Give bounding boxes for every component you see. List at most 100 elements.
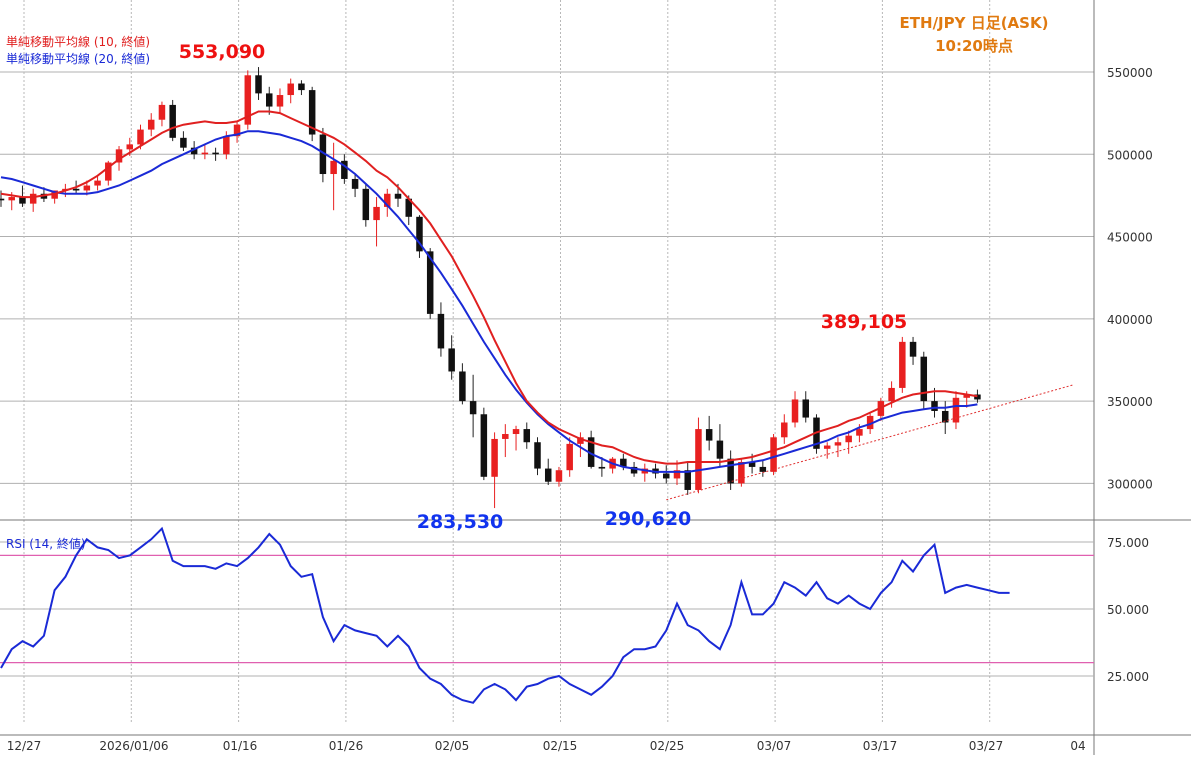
candle-body: [201, 152, 209, 155]
candle-body: [534, 442, 541, 469]
x-tick-label: 12/27: [7, 739, 42, 753]
candle-body: [405, 198, 412, 217]
rsi-y-tick-label: 75.000: [1107, 536, 1149, 550]
candle-body: [169, 104, 176, 138]
candle-body: [823, 445, 831, 449]
candle-body: [72, 188, 80, 191]
candle-body: [598, 466, 606, 469]
candle-body: [727, 458, 734, 484]
candle-body: [330, 160, 337, 175]
candle-body: [577, 437, 584, 444]
rsi-y-tick-label: 25.000: [1107, 670, 1149, 684]
candle-body: [244, 75, 252, 125]
candle-body: [544, 468, 552, 482]
candle-body: [394, 193, 402, 199]
candle-body: [255, 75, 262, 94]
annotation-high-553090: 553,090: [179, 41, 266, 63]
candle-body: [416, 216, 423, 252]
x-tick-label: 03/17: [863, 739, 898, 753]
candle-body: [663, 473, 670, 479]
legend-sma10-label: 単純移動平均線 (10, 終値): [6, 34, 150, 49]
x-tick-label: 02/05: [435, 739, 470, 753]
candle-body: [437, 313, 445, 349]
candle-body: [94, 180, 101, 186]
candle-body: [276, 95, 284, 107]
candle-body: [426, 251, 434, 314]
candle-body: [351, 178, 359, 189]
candle-body: [147, 119, 155, 130]
candle-body: [180, 137, 187, 148]
x-tick-label: 02/25: [650, 739, 685, 753]
candle-body: [738, 461, 745, 484]
candle-body: [888, 387, 895, 402]
candle-body: [448, 348, 455, 372]
y-tick-label: 300000: [1107, 477, 1153, 491]
candle-body: [502, 434, 509, 439]
annotation-low-283530: 283,530: [417, 511, 504, 533]
y-tick-label: 550000: [1107, 66, 1153, 80]
candles-layer: [0, 67, 981, 509]
candle-body: [920, 356, 928, 402]
candle-body: [319, 134, 327, 175]
candle-body: [523, 429, 531, 443]
candle-body: [963, 394, 970, 398]
candle-body: [791, 399, 799, 423]
annotation-high-389105: 389,105: [821, 311, 908, 333]
candle-body: [802, 399, 809, 418]
x-tick-label: 01/26: [329, 739, 364, 753]
annotation-low-290620: 290,620: [605, 508, 692, 530]
candle-body: [555, 470, 563, 482]
candle-body: [620, 458, 627, 467]
candle-body: [941, 410, 949, 423]
candle-body: [705, 429, 713, 441]
candle-body: [266, 93, 273, 107]
y-tick-label: 450000: [1107, 231, 1153, 245]
candle-body: [137, 129, 144, 145]
candle-body: [716, 440, 724, 459]
candle-body: [158, 104, 166, 120]
candle-body: [126, 144, 134, 150]
candle-body: [233, 124, 241, 137]
candle-body: [19, 197, 26, 204]
candle-body: [480, 414, 488, 477]
candle-body: [759, 466, 767, 472]
candle-body: [899, 341, 906, 388]
x-tick-label: 03/07: [757, 739, 792, 753]
candle-body: [105, 162, 112, 181]
y-tick-label: 500000: [1107, 148, 1153, 162]
x-tick-label: 01/16: [223, 739, 258, 753]
candle-body: [115, 149, 123, 163]
candle-body: [491, 438, 498, 477]
x-tick-label: 04: [1070, 739, 1085, 753]
candle-body: [384, 193, 391, 207]
x-tick-label: 2026/01/06: [99, 739, 168, 753]
candle-body: [856, 429, 863, 436]
candle-body: [684, 470, 691, 490]
y-tick-label: 350000: [1107, 395, 1153, 409]
rsi-y-tick-label: 50.000: [1107, 603, 1149, 617]
sma10-line: [0, 110, 978, 465]
candle-body: [8, 197, 15, 201]
candle-body: [781, 422, 788, 438]
candle-body: [566, 443, 573, 471]
candle-body: [287, 83, 294, 96]
y-tick-label: 400000: [1107, 313, 1153, 327]
rsi-line: [0, 526, 1010, 704]
candle-body: [952, 397, 960, 423]
candle-body: [512, 429, 520, 435]
candle-body: [223, 136, 230, 155]
axis-layer: 550000 500000 450000 400000 350000 300000 75.0…: [7, 66, 1153, 753]
candle-body: [587, 437, 595, 467]
candle-body: [298, 83, 305, 91]
x-tick-label: 03/27: [969, 739, 1004, 753]
candle-body: [469, 401, 477, 415]
sma20-line: [0, 130, 978, 473]
legend-sma20-label: 単純移動平均線 (20, 終値): [6, 51, 150, 66]
x-tick-label: 02/15: [543, 739, 578, 753]
candle-body: [845, 435, 852, 443]
chart-title: ETH/JPY 日足(ASK): [900, 14, 1049, 32]
candle-body: [341, 160, 348, 179]
candle-body: [931, 401, 938, 411]
